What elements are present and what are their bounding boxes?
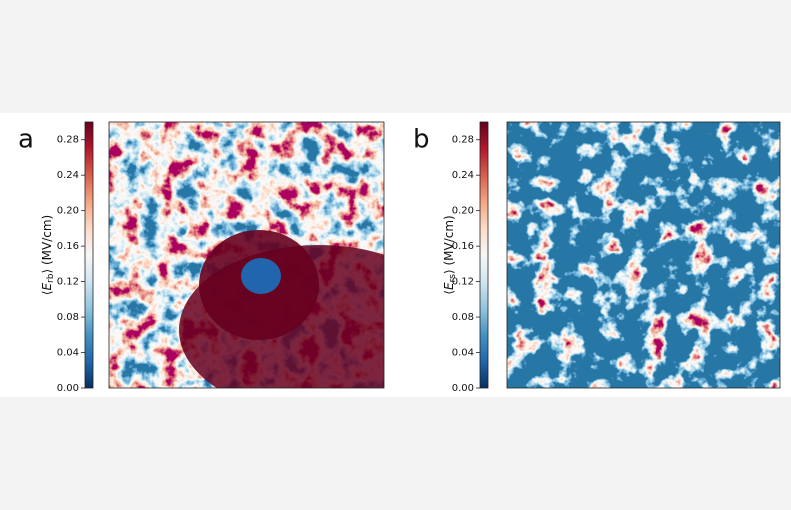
heatmap [507,122,780,388]
heatmap-frame [506,121,781,389]
colorbar-tick-label: 0.04 [452,348,474,359]
colorbar-tick-label: 0.08 [57,312,79,323]
cold-spot [241,258,281,294]
label-symbol: E [40,283,54,291]
colorbar-label: ⟨Ers⟩ (MV/cm) [442,215,458,294]
heatmap-texture [507,122,780,388]
label-open: ⟨ [40,291,54,296]
label-symbol: E [442,282,456,290]
colorbar-tick-label: 0.16 [57,241,79,252]
colorbar-tick-label: 0.12 [452,277,474,288]
colorbar-tick-label: 0.00 [57,383,79,394]
colorbar [479,121,489,389]
label-open: ⟨ [442,290,456,295]
colorbar-tick-label: 0.04 [57,348,79,359]
label-subscript: rb [46,273,56,283]
label-close: ⟩ (MV/cm) [40,215,54,274]
heatmap-frame [108,121,385,389]
colorbar-tick-label: 0.28 [452,135,474,146]
colorbar-tick-label: 0.28 [57,135,79,146]
colorbar-tick-label: 0.12 [57,277,79,288]
label-subscript: rs [448,274,458,283]
panel-label: a [18,125,34,155]
colorbar-tick-label: 0.00 [452,383,474,394]
colorbar-tick-label: 0.08 [452,312,474,323]
colorbar-tick-label: 0.20 [57,206,79,217]
colorbar-tick-label: 0.24 [452,170,474,181]
panel-label: b [413,125,430,155]
heatmap [109,122,384,388]
colorbar [84,121,94,389]
colorbar-label: ⟨Erb⟩ (MV/cm) [40,215,56,295]
colorbar-tick-label: 0.20 [452,206,474,217]
colorbar-tick-label: 0.16 [452,241,474,252]
label-close: ⟩ (MV/cm) [442,215,456,274]
colorbar-tick-label: 0.24 [57,170,79,181]
